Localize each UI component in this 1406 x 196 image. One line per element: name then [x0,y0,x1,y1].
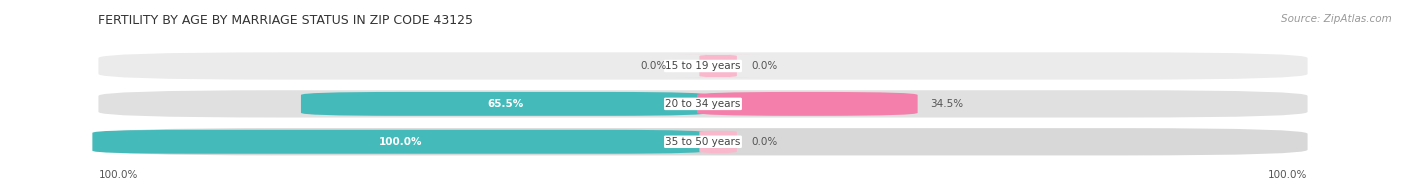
FancyBboxPatch shape [93,130,709,154]
Text: 100.0%: 100.0% [98,170,138,180]
Text: 20 to 34 years: 20 to 34 years [665,99,741,109]
FancyBboxPatch shape [98,52,1308,80]
FancyBboxPatch shape [98,128,1308,155]
FancyBboxPatch shape [697,92,918,116]
Text: FERTILITY BY AGE BY MARRIAGE STATUS IN ZIP CODE 43125: FERTILITY BY AGE BY MARRIAGE STATUS IN Z… [98,14,474,27]
FancyBboxPatch shape [301,92,709,116]
FancyBboxPatch shape [676,54,759,78]
Text: 65.5%: 65.5% [486,99,523,109]
Text: 34.5%: 34.5% [929,99,963,109]
Text: 35 to 50 years: 35 to 50 years [665,137,741,147]
Text: 0.0%: 0.0% [751,137,778,147]
FancyBboxPatch shape [676,130,759,154]
Text: 0.0%: 0.0% [641,61,666,71]
Text: Source: ZipAtlas.com: Source: ZipAtlas.com [1281,14,1392,24]
Text: 15 to 19 years: 15 to 19 years [665,61,741,71]
Text: 100.0%: 100.0% [1268,170,1308,180]
Text: 100.0%: 100.0% [380,137,422,147]
FancyBboxPatch shape [98,90,1308,118]
Text: 0.0%: 0.0% [751,61,778,71]
